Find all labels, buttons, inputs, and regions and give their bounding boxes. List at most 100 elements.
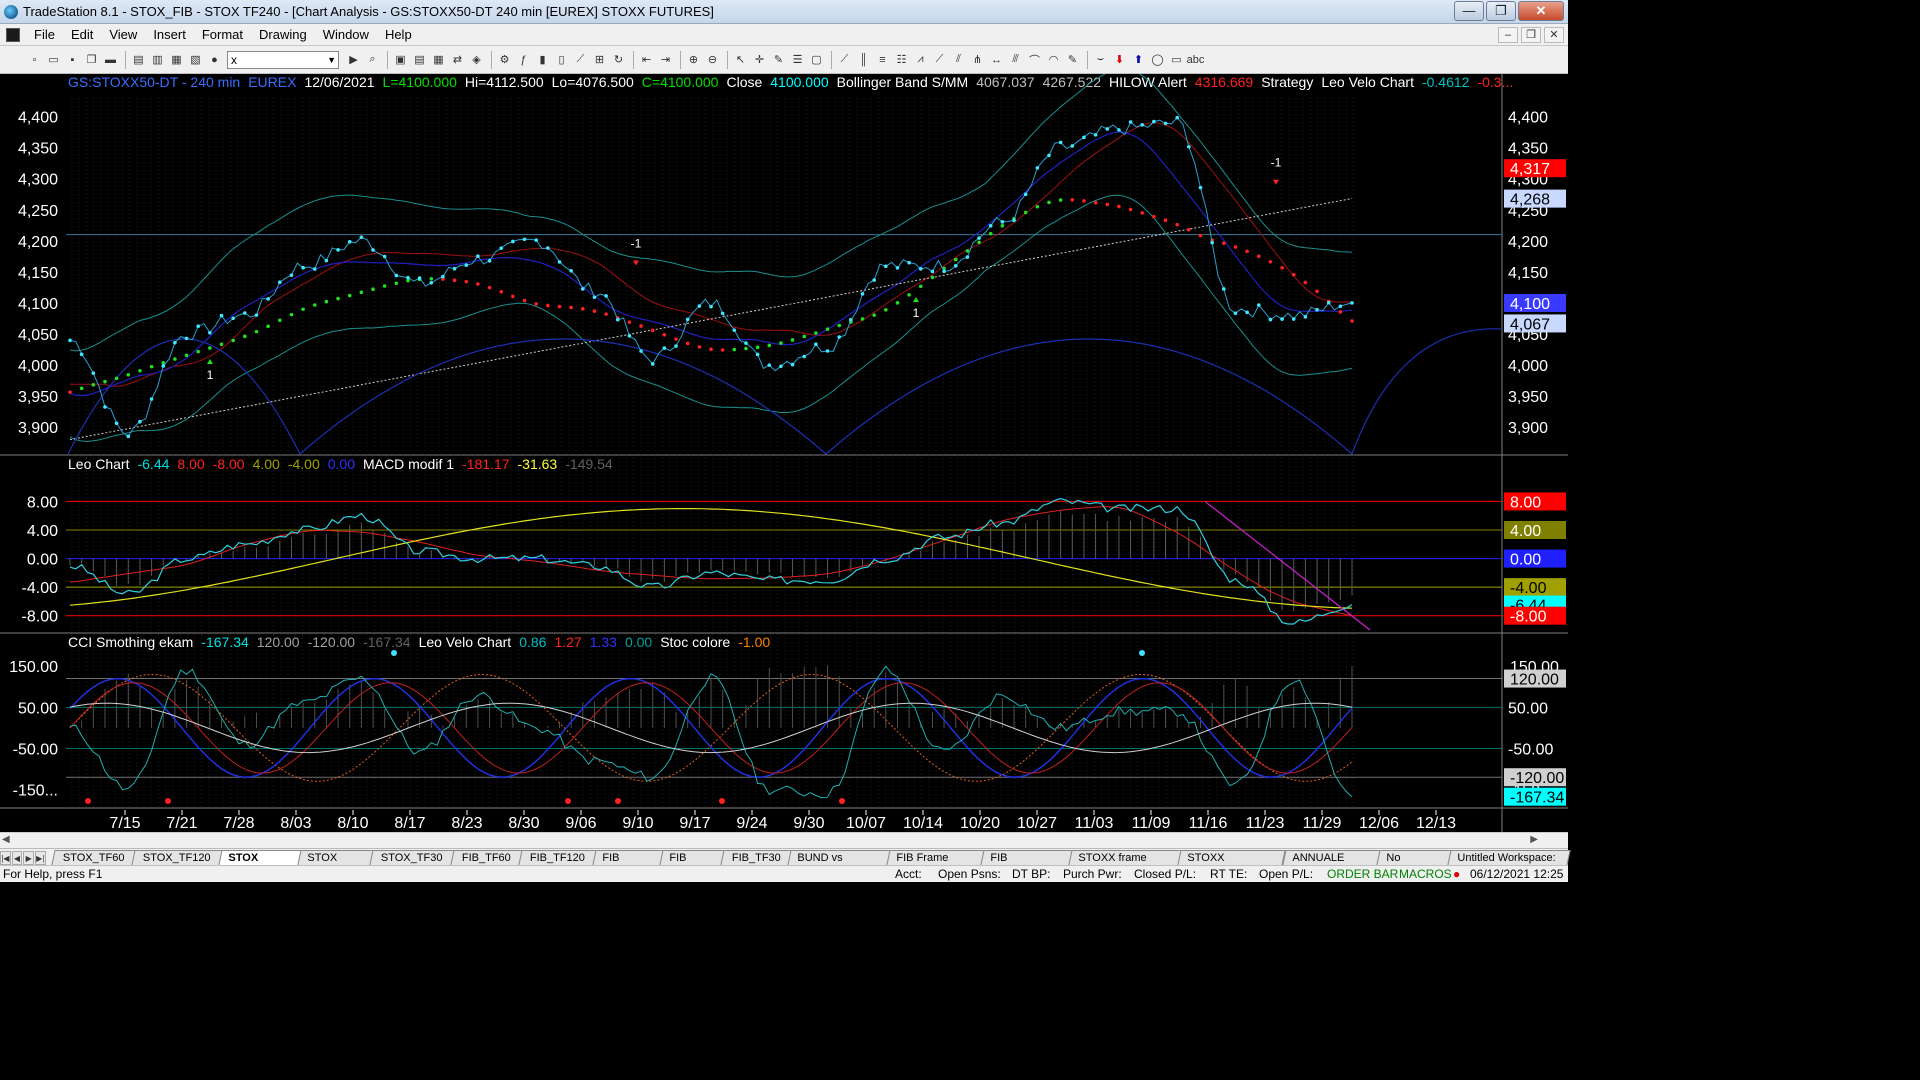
scanner-icon[interactable]: ◈ — [472, 54, 481, 66]
refresh-icon[interactable]: ↻ — [613, 54, 624, 66]
tab-untitled-workspace-6[interactable]: Untitled Workspace: 6 — [1447, 850, 1571, 878]
menu-help[interactable]: Help — [384, 27, 412, 42]
copy-icon[interactable]: ❐ — [86, 54, 97, 66]
save-icon[interactable]: ▪ — [70, 53, 75, 66]
order-bar-button[interactable]: ORDER BAR — [1327, 867, 1399, 881]
trade-bar-icon[interactable]: ⇄ — [452, 54, 463, 66]
radar-screen-icon[interactable]: ▤ — [414, 54, 425, 66]
tab-fib-frame-bassi[interactable]: FIB Frame bassi — [886, 850, 985, 878]
print-icon[interactable]: ▤ — [133, 54, 144, 66]
tab-fib-tf120[interactable]: FIB_TF120 — [518, 850, 597, 865]
tab-fib-giornaliero[interactable]: FIB Giornaliero — [980, 850, 1073, 878]
folder-icon[interactable]: ▬ — [105, 53, 116, 66]
horizontal-arrow-icon[interactable]: ↔ — [991, 53, 1002, 66]
tab-fib-100[interactable]: FIB _100 — [659, 850, 725, 878]
find-symbol-icon[interactable]: ⌕ — [369, 53, 376, 65]
tab-fib-tf30[interactable]: FIB_TF30 — [719, 850, 793, 865]
doc-restore-button[interactable]: ❐ — [1521, 27, 1541, 43]
cycle-icon[interactable]: ◠ — [1048, 54, 1059, 66]
zoom-out-icon[interactable]: ⊖ — [707, 54, 718, 66]
price-header-item: Bollinger Band S/MM — [837, 74, 969, 90]
regression-icon[interactable]: ⫽ — [956, 53, 961, 65]
speed-lines-icon[interactable]: ⟋ — [935, 53, 944, 65]
horizontal-lines-icon[interactable]: ≡ — [879, 53, 886, 66]
doc-minimize-button[interactable]: – — [1498, 27, 1518, 43]
scroll-left-arrow-icon[interactable]: ◀ — [2, 834, 10, 845]
vertical-lines-icon[interactable]: ║ — [859, 53, 868, 66]
gann-fan-icon[interactable]: ⩘ — [917, 53, 924, 65]
tab-stox-tf60[interactable]: STOX_TF60 — [51, 850, 136, 865]
tab-first-icon[interactable]: |◀ — [0, 851, 11, 865]
symbol-input[interactable]: x ▼ — [227, 50, 339, 69]
tab-last-icon[interactable]: ▶| — [34, 851, 46, 865]
line-chart-icon[interactable]: ⟋ — [576, 53, 585, 65]
arrow-down-icon[interactable]: ⬇ — [1114, 54, 1125, 66]
scroll-left-icon[interactable]: ⇤ — [641, 54, 652, 66]
andrews-pitchfork-icon[interactable]: ⋔ — [972, 54, 983, 66]
lock-icon[interactable]: ▢ — [811, 54, 822, 66]
cascade-icon[interactable]: ▧ — [190, 54, 201, 66]
tab-prev-icon[interactable]: ◀ — [11, 851, 23, 865]
ellipse-icon[interactable]: ◯ — [1151, 54, 1164, 66]
data-window-icon[interactable]: ⊞ — [594, 54, 605, 66]
scroll-right-arrow-icon[interactable]: ▶ — [1530, 834, 1538, 845]
tab-stoxx-giornaliero[interactable]: STOXX giornaliero — [1177, 850, 1287, 878]
arrow-up-icon[interactable]: ⬆ — [1133, 54, 1144, 66]
menu-edit[interactable]: Edit — [70, 27, 94, 42]
chevron-down-icon[interactable]: ▼ — [327, 54, 336, 65]
fib-retracement-icon[interactable]: ☷ — [896, 54, 907, 66]
tab-stoxx-frame-bassi[interactable]: STOXX frame bassi — [1068, 850, 1182, 878]
pointer-icon[interactable]: ↖ — [735, 54, 746, 66]
tab-stox-tf240[interactable]: STOX TF240 — [218, 850, 302, 878]
candle-icon[interactable]: ▯ — [558, 54, 565, 66]
print-preview-icon[interactable]: ▥ — [152, 54, 163, 66]
strategy-icon[interactable]: ⚙ — [499, 54, 510, 66]
tab-annuale-indici[interactable]: ANNUALE Indici — [1281, 850, 1381, 878]
menu-file[interactable]: File — [34, 27, 55, 42]
maximize-button[interactable]: ❐ — [1486, 1, 1516, 21]
chart-window-icon[interactable]: ▣ — [395, 54, 406, 66]
tab-no-prezzi[interactable]: No PREZZI — [1376, 850, 1452, 878]
tab-fib-tf60[interactable]: FIB_TF60 — [450, 850, 523, 865]
scroll-right-icon[interactable]: ⇥ — [660, 54, 671, 66]
palette-icon[interactable]: ● — [211, 53, 218, 66]
chart-document-icon[interactable] — [6, 27, 20, 42]
chart-canvas[interactable]: 7/15 7/21 7/28 8/03 8/10 8/17 8/23 8/30 9/06 9/10… — [0, 74, 1568, 832]
play-icon[interactable]: ▶ — [349, 54, 358, 66]
chart-horizontal-scrollbar[interactable]: ◀ ▶ — [0, 832, 1568, 848]
crosshair-icon[interactable]: ✛ — [754, 54, 765, 66]
trendline-icon[interactable]: ⟋ — [840, 53, 849, 65]
minimize-button[interactable]: — — [1454, 1, 1484, 21]
bar-chart-icon[interactable]: ▮ — [539, 54, 546, 66]
zoom-in-icon[interactable]: ⊕ — [688, 54, 699, 66]
freehand-icon[interactable]: ✎ — [1067, 54, 1078, 66]
close-price-point — [511, 239, 515, 244]
menu-format[interactable]: Format — [201, 27, 243, 42]
menu-window[interactable]: Window — [322, 27, 369, 42]
window-icon[interactable]: ▦ — [171, 54, 182, 66]
new-icon[interactable]: ▫ — [32, 53, 37, 66]
menu-insert[interactable]: Insert — [153, 27, 186, 42]
matrix-icon[interactable]: ▦ — [433, 54, 444, 66]
tools-icon[interactable]: ✎ — [773, 54, 784, 66]
tab-bund-vs-stoxx[interactable]: BUND vs STOXX — [787, 850, 891, 878]
parallel-lines-icon[interactable]: ⫻ — [1012, 53, 1019, 65]
tab-stox-tf30[interactable]: STOX_TF30 — [369, 850, 455, 865]
curve-icon[interactable]: ⌣ — [1096, 53, 1105, 65]
object-list-icon[interactable]: ☰ — [792, 54, 803, 66]
tab-next-icon[interactable]: ▶ — [23, 851, 34, 865]
close-button[interactable]: ✕ — [1518, 1, 1564, 21]
tab-stox-100[interactable]: STOX _100 — [297, 850, 374, 878]
rectangle-icon[interactable]: ▭ — [1171, 54, 1182, 66]
tab-stox-tf120[interactable]: STOX_TF120 — [131, 850, 223, 865]
menu-drawing[interactable]: Drawing — [259, 27, 307, 42]
indicator-icon[interactable]: ƒ — [520, 53, 527, 66]
tab-fib-tf240[interactable]: FIB TF240 — [592, 850, 664, 878]
open-icon[interactable]: ▭ — [48, 54, 59, 66]
macros-button[interactable]: MACROS — [1399, 867, 1452, 881]
menu-view[interactable]: View — [109, 27, 138, 42]
doc-close-button[interactable]: ✕ — [1544, 27, 1564, 43]
chart-analysis-window[interactable]: 7/15 7/21 7/28 8/03 8/10 8/17 8/23 8/30 9/06 9/10… — [0, 74, 1568, 832]
arc-icon[interactable]: ⌒ — [1029, 54, 1040, 67]
text-icon[interactable]: abc — [1186, 53, 1205, 66]
